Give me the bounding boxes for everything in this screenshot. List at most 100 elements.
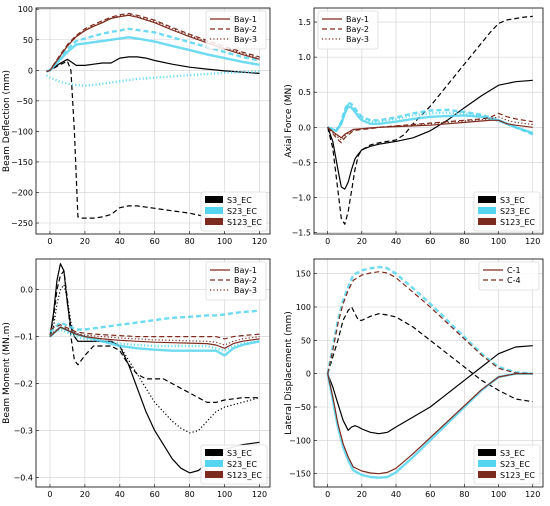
x-tick-label: 20 <box>357 237 367 246</box>
legend-entry-label: Bay-3 <box>346 35 369 44</box>
x-tick-label: 120 <box>252 237 267 246</box>
legend-entry-label: S3_EC <box>227 449 252 458</box>
series-line-s23-ec-bay-2 <box>49 309 260 333</box>
legend-swatch-s123-ec <box>478 218 496 225</box>
x-tick-label: 80 <box>185 237 195 246</box>
legend-entry-label: S23_EC <box>500 460 530 469</box>
legend-swatch-s123-ec <box>205 471 223 478</box>
legend-swatch-s3-ec <box>478 196 496 203</box>
y-tick-label: 100 <box>18 5 33 14</box>
series-line-s123-ec-bay-3 <box>327 116 533 141</box>
series-line-s23-ec-bay-2 <box>327 101 534 136</box>
legend-entry-label: S23_EC <box>227 207 257 216</box>
legend-entry-label: Bay-2 <box>346 25 369 34</box>
x-tick-label: 0 <box>325 490 330 499</box>
legend-entry-label: Bay-2 <box>234 25 257 34</box>
y-tick-label: −250 <box>11 219 33 228</box>
legend-swatch-s123-ec <box>478 471 496 478</box>
legend-swatch-s123-ec <box>205 218 223 225</box>
y-tick-label: 50 <box>23 36 33 45</box>
y-tick-label: −0.1 <box>14 333 33 342</box>
legend-entry-label: S3_EC <box>500 449 525 458</box>
y-tick-label: 150 <box>296 270 311 279</box>
series-line-s123-ec-c-4 <box>327 271 533 375</box>
y-tick-label: −100 <box>289 436 311 445</box>
chart-panel-2: 0 20 40 60 80 100 120 1.5 1.0 0.5 0.0 −0.5 −1.0 −1.5 A… <box>284 7 544 246</box>
legend-entry-label: C-1 <box>507 266 521 275</box>
legend-entry-label: Bay-1 <box>234 15 257 24</box>
x-tick-label: 120 <box>525 490 540 499</box>
y-tick-label: −200 <box>11 188 33 197</box>
y-tick-label: 50 <box>301 336 311 345</box>
y-tick-label: −0.3 <box>14 427 33 436</box>
series-line-s123-ec-bay-1 <box>327 119 533 139</box>
series-line-s23-ec-bay-3 <box>49 328 260 352</box>
y-axis-label: Beam Deflection (mm) <box>2 70 12 172</box>
legend-entry-label: Bay-2 <box>234 276 257 285</box>
series-line-s3-ec-bay-2 <box>46 60 260 228</box>
x-tick-label: 0 <box>325 237 330 246</box>
series-line-s3-ec-bay-2 <box>49 270 260 403</box>
series-line-s23-ec-c-4 <box>326 265 533 375</box>
legend-entry-label: Bay-3 <box>234 286 257 295</box>
legend-entry-label: C-4 <box>507 276 521 285</box>
series-line-s3-ec-c-4 <box>327 306 533 403</box>
plot-frame <box>313 258 544 488</box>
legend-cases: S3_EC S23_EC S123_EC <box>200 444 268 485</box>
x-tick-label: 60 <box>150 237 160 246</box>
legend-swatch-s23-ec <box>205 207 223 214</box>
series-line-s123-ec-bay-2 <box>327 112 533 144</box>
y-tick-label: −0.5 <box>292 158 311 167</box>
x-tick-label: 80 <box>459 237 469 246</box>
y-tick-label: −150 <box>289 470 311 479</box>
y-axis-label: Axial Force (MN) <box>284 84 294 158</box>
legend-entry-label: S123_EC <box>227 218 262 227</box>
x-tick-label: 80 <box>459 490 469 499</box>
legend-swatch-s23-ec <box>478 207 496 214</box>
plot-frame <box>35 258 271 488</box>
legend-entry-label: S123_EC <box>500 218 535 227</box>
legend-cases: S3_EC S23_EC S123_EC <box>473 444 541 485</box>
y-tick-label: 100 <box>296 303 311 312</box>
x-tick-label: 40 <box>115 237 125 246</box>
legend-entry-label: Bay-1 <box>346 15 369 24</box>
x-tick-label: 40 <box>115 490 125 499</box>
y-tick-label: −150 <box>11 158 33 167</box>
series-line-s23-ec-bay-3 <box>327 103 534 135</box>
x-tick-label: 0 <box>47 237 52 246</box>
series-line-s23-ec-bay-3 <box>45 70 260 87</box>
legend-line-styles: C-1C-4 <box>478 261 540 291</box>
y-tick-label: −1.5 <box>292 229 311 238</box>
x-tick-label: 20 <box>357 490 367 499</box>
legend-cases: S3_EC S23_EC S123_EC <box>200 191 268 232</box>
x-tick-label: 40 <box>391 237 401 246</box>
x-tick-label: 80 <box>185 490 195 499</box>
plot-frame <box>313 7 544 235</box>
legend-entry-label: S3_EC <box>227 196 252 205</box>
series-line-s23-ec-bay-1 <box>46 36 260 73</box>
series-line-s123-ec-bay-1 <box>49 326 260 349</box>
y-tick-label: −100 <box>11 127 33 136</box>
y-tick-label: 0.5 <box>298 88 311 97</box>
legend-swatch-s3-ec <box>478 449 496 456</box>
y-tick-label: 0 <box>28 66 33 75</box>
x-tick-label: 20 <box>80 490 90 499</box>
series-line-s123-ec-bay-2 <box>49 324 260 340</box>
x-tick-label: 100 <box>491 237 506 246</box>
series-line-s123-ec-c-1 <box>327 373 533 475</box>
y-axis-label: Beam Moment (MN.m) <box>2 322 12 424</box>
y-tick-label: −50 <box>294 403 311 412</box>
x-tick-label: 20 <box>80 237 90 246</box>
series-line-s3-ec-c-1 <box>327 345 533 435</box>
legend-entry-label: S3_EC <box>500 196 525 205</box>
x-tick-label: 120 <box>252 490 267 499</box>
legend-swatch-s23-ec <box>205 460 223 467</box>
legend-swatch-s3-ec <box>205 196 223 203</box>
chart-panel-1: 0 20 40 60 80 100 120 100 50 0 −50 −100 −150 −200 −250… <box>2 5 271 246</box>
y-tick-label: −50 <box>16 97 33 106</box>
y-tick-label: −0.4 <box>14 474 33 483</box>
x-tick-label: 60 <box>425 490 435 499</box>
legend-box <box>478 261 540 291</box>
